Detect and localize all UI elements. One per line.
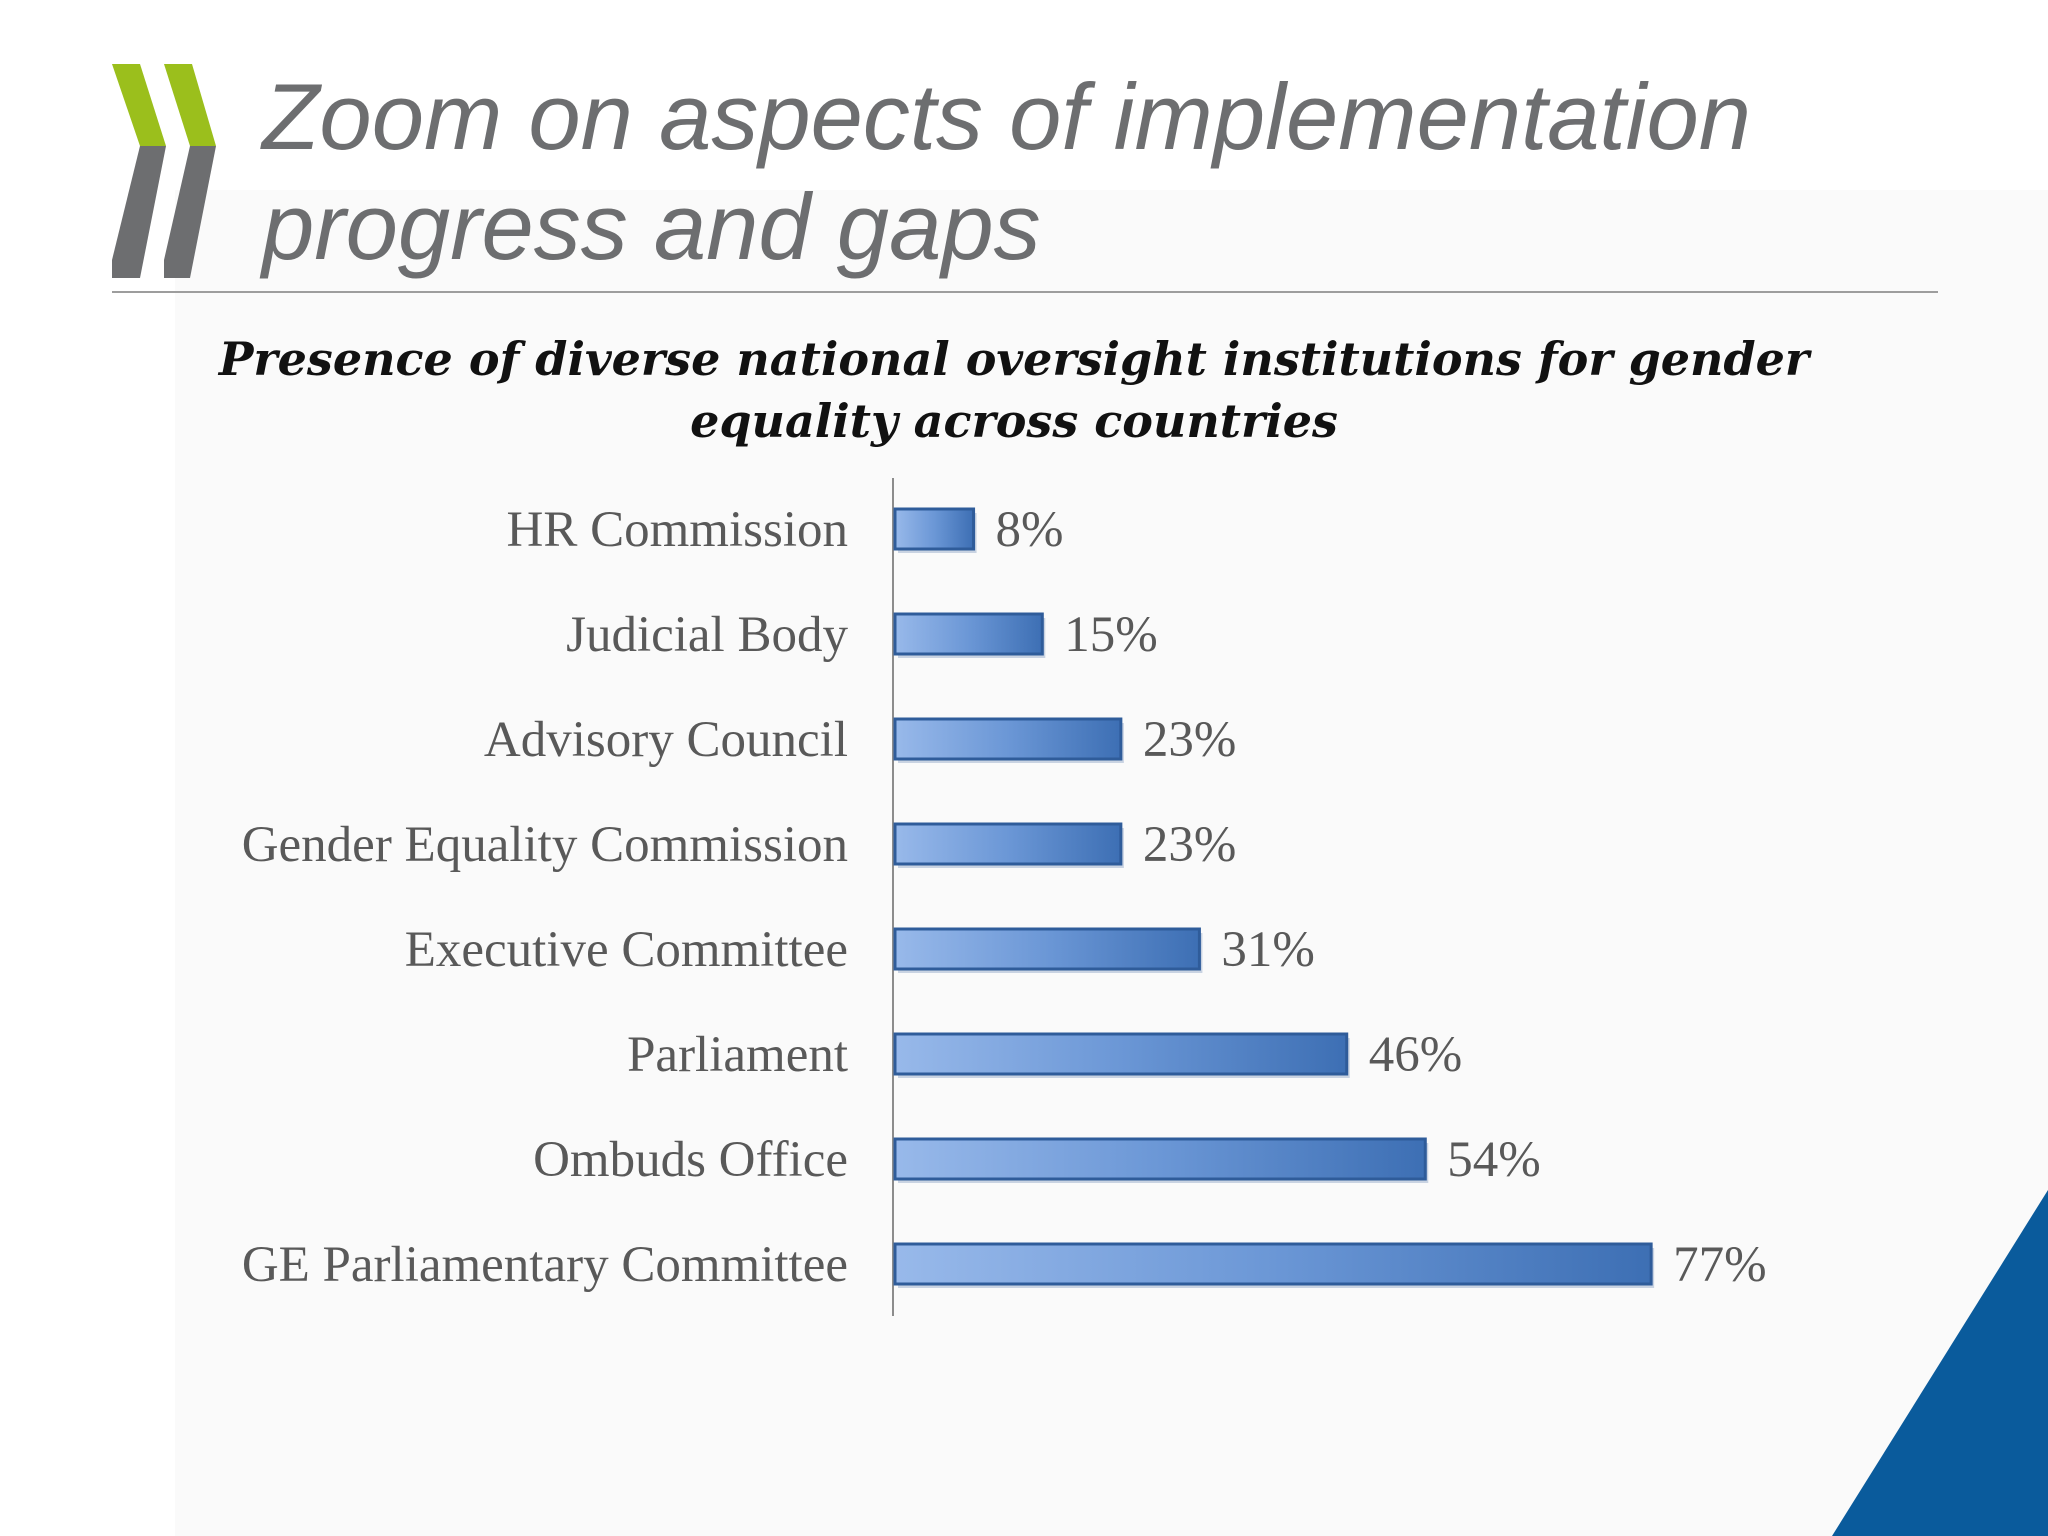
bar-gender-equality-commission bbox=[893, 822, 1123, 866]
category-label: GE Parliamentary Committee bbox=[242, 1237, 848, 1293]
category-label: Advisory Council bbox=[484, 712, 848, 768]
value-label: 31% bbox=[1221, 922, 1314, 978]
bars-group: HR Commission 8% Judicial Body 15% Advisory … bbox=[242, 502, 1767, 1293]
category-label: Judicial Body bbox=[566, 607, 848, 663]
value-label: 23% bbox=[1143, 817, 1236, 873]
bar-ombuds-office bbox=[893, 1137, 1427, 1181]
logo-green-chevron-left bbox=[112, 64, 166, 146]
bar-parliament bbox=[893, 1032, 1349, 1076]
category-label: Gender Equality Commission bbox=[242, 817, 848, 873]
title-divider bbox=[112, 291, 1938, 293]
bar-advisory-council bbox=[893, 717, 1123, 761]
bar-hr-commission bbox=[893, 507, 976, 551]
value-label: 15% bbox=[1064, 607, 1157, 663]
logo-green-chevron-right bbox=[164, 64, 216, 146]
category-label: Ombuds Office bbox=[533, 1132, 848, 1188]
logo-gray-chevron-right bbox=[164, 146, 216, 278]
oecd-chevron-logo-icon bbox=[112, 64, 216, 278]
slide-title: Zoom on aspects of implementation progre… bbox=[262, 64, 1752, 279]
category-label: Parliament bbox=[627, 1027, 848, 1083]
value-label: 8% bbox=[996, 502, 1064, 558]
value-label: 54% bbox=[1447, 1132, 1540, 1188]
category-label: HR Commission bbox=[507, 502, 849, 558]
chart-title: Presence of diverse national oversight i… bbox=[218, 332, 1810, 448]
logo-gray-chevron-left bbox=[112, 146, 166, 278]
value-label: 77% bbox=[1673, 1237, 1766, 1293]
bar-ge-parliamentary-committee bbox=[893, 1242, 1653, 1286]
value-label: 23% bbox=[1143, 712, 1236, 768]
bar-judicial-body bbox=[893, 612, 1044, 656]
value-label: 46% bbox=[1369, 1027, 1462, 1083]
bar-executive-committee bbox=[893, 927, 1201, 971]
category-label: Executive Committee bbox=[405, 922, 848, 978]
